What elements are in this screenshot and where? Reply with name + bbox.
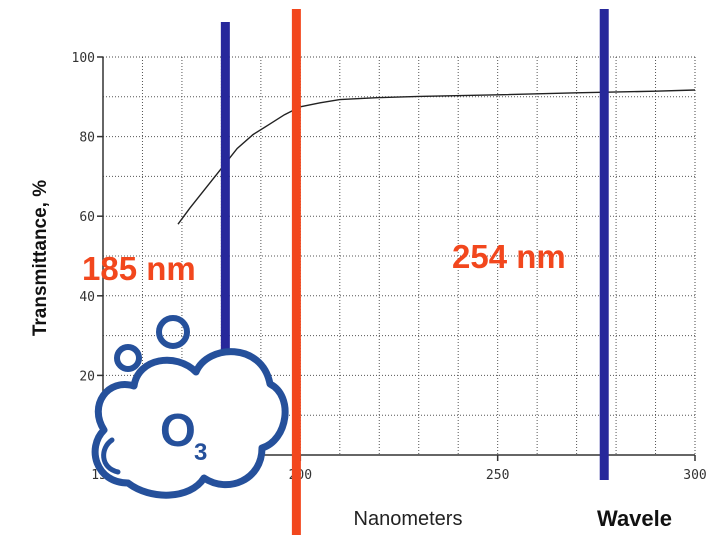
- ozone-cloud-icon: O3: [91, 315, 289, 499]
- y-tick-labels: 20 40 60 80 100: [72, 51, 95, 384]
- ozone-symbol: O: [160, 404, 196, 456]
- transmittance-curve: [177, 89, 696, 225]
- wavelength-label: Wavele: [597, 506, 672, 531]
- marker-labels: 185 nm 254 nm: [82, 238, 566, 287]
- x-axis-label: Nanometers: [354, 508, 463, 530]
- y-tick-label: 80: [79, 131, 95, 146]
- x-tick-label: 300: [683, 468, 706, 483]
- cloud-highlight: [101, 437, 121, 475]
- y-tick-label: 40: [79, 290, 95, 305]
- y-tick-label: 60: [79, 210, 95, 225]
- y-tick-label: 100: [72, 51, 95, 66]
- y-axis-label: Transmittance, %: [30, 180, 51, 336]
- x-tick-label: 250: [486, 468, 509, 483]
- marker-label: 254 nm: [452, 238, 566, 275]
- bubble-large: [156, 315, 190, 349]
- cloud-outline: [91, 348, 289, 499]
- series-layer: [177, 89, 696, 225]
- ozone-subscript: 3: [194, 439, 207, 466]
- marker-label: 185 nm: [82, 250, 196, 287]
- bubble-small: [114, 344, 142, 372]
- y-tick-label: 20: [79, 369, 95, 384]
